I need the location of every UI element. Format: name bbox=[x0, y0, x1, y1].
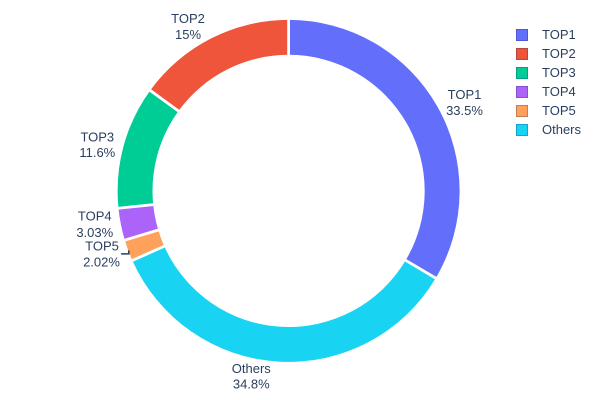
svg-text:Others: Others bbox=[232, 361, 272, 376]
svg-text:TOP4: TOP4 bbox=[78, 209, 112, 224]
svg-text:TOP3: TOP3 bbox=[80, 130, 114, 145]
svg-text:33.5%: 33.5% bbox=[446, 103, 483, 118]
svg-text:2.02%: 2.02% bbox=[83, 254, 120, 269]
svg-text:34.8%: 34.8% bbox=[233, 376, 270, 391]
svg-text:TOP2: TOP2 bbox=[171, 11, 205, 26]
svg-text:TOP5: TOP5 bbox=[85, 239, 119, 254]
svg-text:TOP1: TOP1 bbox=[448, 87, 482, 102]
svg-text:3.03%: 3.03% bbox=[76, 225, 113, 240]
svg-text:15%: 15% bbox=[175, 27, 201, 42]
svg-text:11.6%: 11.6% bbox=[79, 145, 115, 160]
